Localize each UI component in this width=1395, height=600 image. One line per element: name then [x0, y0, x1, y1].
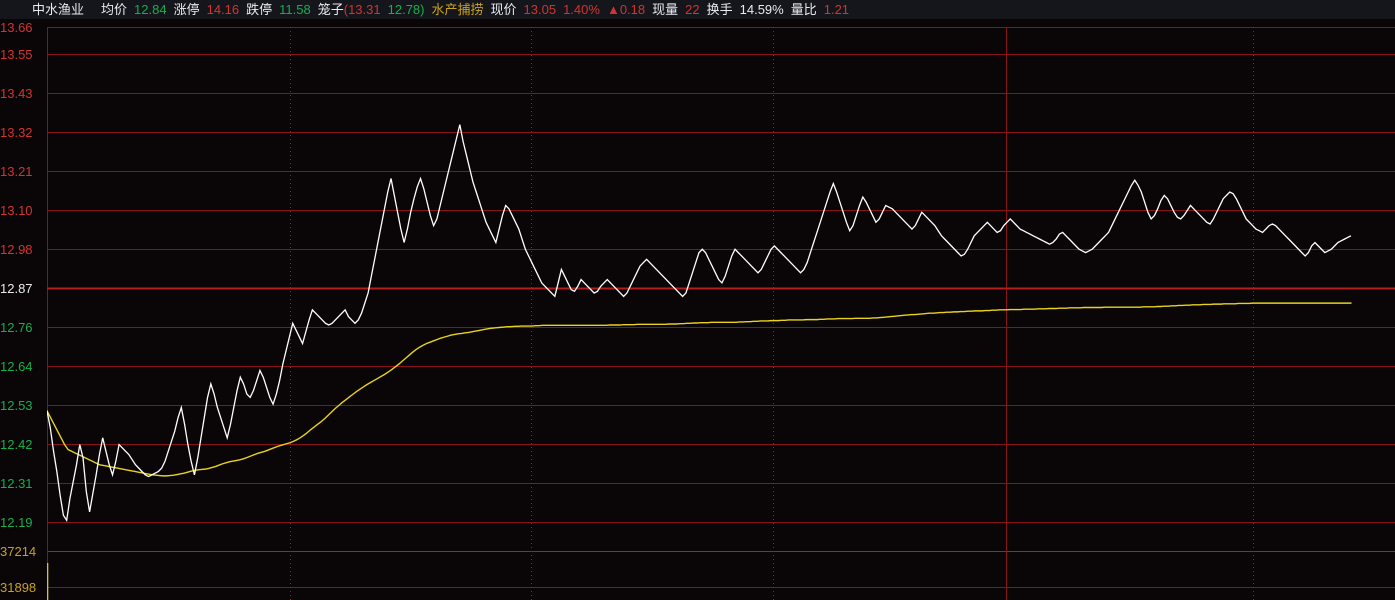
stock-name[interactable]: 中水渔业	[32, 2, 85, 17]
chart-plot-area[interactable]	[47, 19, 1395, 600]
y-axis-tick: 13.55	[0, 47, 33, 62]
change-percent: 1.40%	[563, 2, 600, 17]
turnover-label: 换手	[706, 2, 733, 17]
y-axis-tick: 13.21	[0, 164, 33, 179]
avg-price-value: 12.84	[134, 2, 167, 17]
price-cage-upper: (13.31	[343, 2, 381, 17]
limit-down-value: 11.58	[279, 2, 311, 17]
y-axis-tick: 12.87	[0, 281, 33, 296]
current-price-value: 13.05	[523, 2, 557, 17]
y-axis-tick: 12.31	[0, 476, 33, 491]
y-axis-tick: 13.66	[0, 20, 33, 35]
average-price-line	[47, 302, 1352, 477]
price-cage-label: 笼子	[317, 2, 344, 17]
sector-label[interactable]: 水产捕捞	[431, 2, 484, 17]
y-axis-tick: 31898	[0, 580, 37, 595]
volume-ratio-value: 1.21	[823, 2, 850, 17]
current-volume-label: 现量	[652, 2, 679, 17]
volume-ratio-label: 量比	[790, 2, 817, 17]
y-axis-tick: 13.43	[0, 86, 33, 101]
limit-up-label: 涨停	[173, 2, 200, 17]
avg-price-label: 均价	[101, 2, 128, 17]
horizontal-gridlines	[47, 27, 1395, 588]
y-axis-tick: 13.32	[0, 125, 33, 140]
y-axis-tick: 12.53	[0, 398, 33, 413]
y-axis-tick: 12.64	[0, 359, 33, 374]
change-absolute: ▲0.18	[606, 2, 646, 17]
turnover-value: 14.59%	[739, 2, 784, 17]
vertical-gridlines	[47, 27, 1254, 600]
current-volume-value: 22	[685, 2, 700, 17]
current-price-label: 现价	[490, 2, 517, 17]
y-axis-tick: 12.76	[0, 320, 33, 335]
chart-svg	[47, 27, 1395, 600]
y-axis-tick: 12.19	[0, 515, 33, 530]
limit-up-value: 14.16	[206, 2, 240, 17]
y-axis-tick: 13.10	[0, 203, 33, 218]
y-axis-tick: 12.42	[0, 437, 33, 452]
y-axis-tick: 37214	[0, 544, 37, 559]
stock-info-bar: 中水渔业 均价 12.84 涨停 14.16 跌停 11.58 笼子 (13.3…	[0, 0, 1395, 19]
intraday-chart[interactable]: 13.66 13.55 13.43 13.32 13.21 13.10 12.98 12.87…	[0, 19, 1395, 600]
price-cage-lower: 12.78)	[387, 2, 425, 17]
price-line	[47, 124, 1352, 523]
limit-down-label: 跌停	[246, 2, 273, 17]
y-axis-tick: 12.98	[0, 242, 33, 257]
